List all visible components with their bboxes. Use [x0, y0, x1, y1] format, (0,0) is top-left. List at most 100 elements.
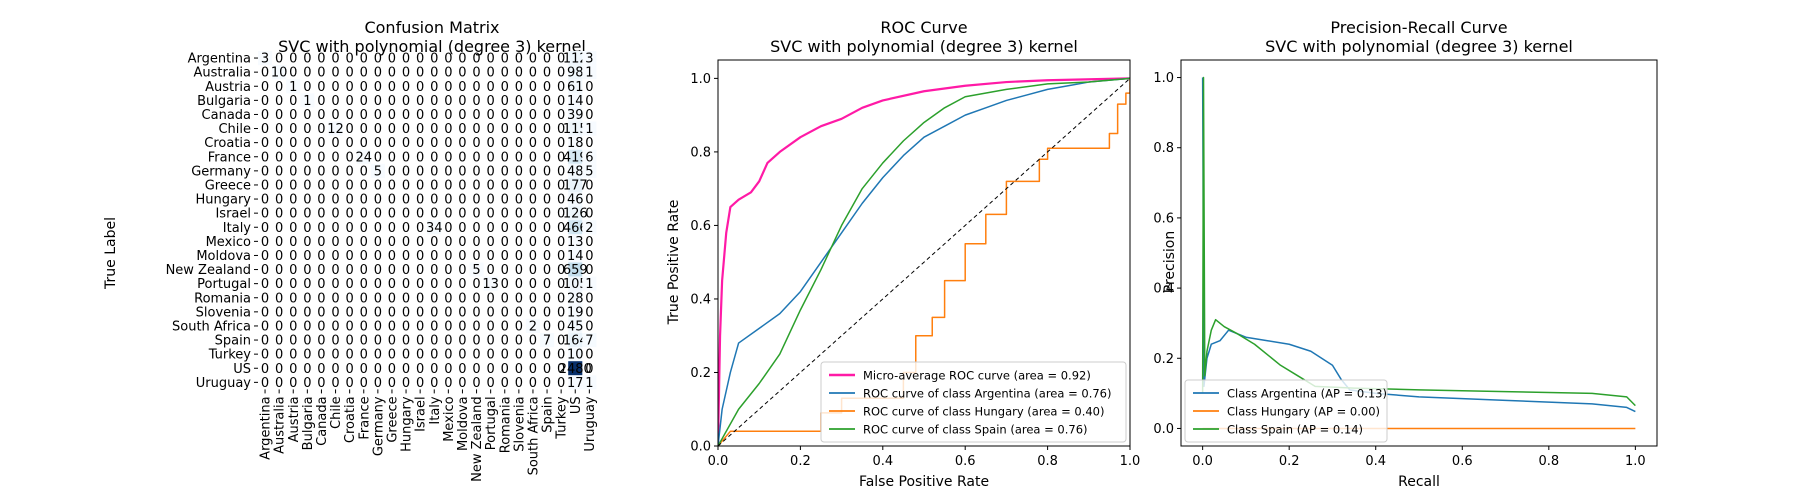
cm-cell: [582, 220, 597, 235]
cm-cell-value: 0: [289, 108, 297, 123]
cm-cell-value: 0: [529, 305, 537, 320]
cm-cell-value: 0: [275, 305, 283, 320]
cm-ytick-label: US: [233, 362, 251, 377]
cm-cell-value: 0: [317, 376, 325, 391]
cm-cell-value: 0: [402, 362, 410, 377]
cm-cell-value: 0: [360, 362, 368, 377]
cm-cell-value: 0: [487, 348, 495, 363]
cm-cell-value: 0: [487, 108, 495, 123]
cm-cell-value: 0: [402, 66, 410, 81]
cm-cell-value: 0: [444, 277, 452, 292]
pr-xtick-label: 0.6: [1452, 454, 1473, 469]
cm-cell-value: 0: [374, 249, 382, 264]
cm-cell-value: 0: [374, 319, 382, 334]
cm-cell-value: 0: [346, 291, 354, 306]
cm-cell-value: 0: [275, 263, 283, 278]
cm-ytick-label: Mexico: [206, 235, 251, 250]
cm-cell: [582, 51, 597, 66]
cm-cell-value: 0: [360, 52, 368, 67]
cm-cell-value: 0: [430, 277, 438, 292]
cm-cell-value: 0: [346, 305, 354, 320]
cm-cell-value: 0: [529, 193, 537, 208]
cm-cell: [356, 149, 371, 164]
cm-cell-value: 0: [458, 291, 466, 306]
cm-cell-value: 0: [303, 249, 311, 264]
cm-cell-value: 0: [557, 122, 565, 137]
cm-cell-value: 0: [416, 178, 424, 193]
cm-cell-value: 0: [501, 150, 509, 165]
cm-cell: [568, 375, 583, 390]
cm-cell-value: 0: [261, 362, 269, 377]
cm-cell-value: 0: [458, 305, 466, 320]
cm-cell-value: 0: [557, 376, 565, 391]
cm-cell-value: 0: [317, 178, 325, 193]
cm-cell-value: 0: [346, 193, 354, 208]
cm-cell-value: 0: [472, 362, 480, 377]
cm-cell-value: 0: [416, 193, 424, 208]
cm-cell-value: 0: [289, 193, 297, 208]
cm-cell-value: 0: [543, 178, 551, 193]
cm-cell-value: 0: [472, 52, 480, 67]
pr-series-group: [1201, 76, 1636, 430]
cm-cell-value: 0: [360, 277, 368, 292]
cm-cell-value: 0: [430, 291, 438, 306]
cm-cell-value: 0: [444, 249, 452, 264]
cm-cell-value: 0: [487, 362, 495, 377]
cm-cell-value: 7: [585, 334, 593, 349]
cm-cell-value: 0: [317, 52, 325, 67]
cm-cell-value: 0: [557, 193, 565, 208]
cm-cell-value: 0: [331, 263, 339, 278]
cm-cell-value: 0: [331, 52, 339, 67]
cm-cell-value: 0: [261, 305, 269, 320]
pr-series-line: [1201, 77, 1636, 413]
cm-cell-value: 0: [303, 66, 311, 81]
pr-ytick-label: 0.6: [1153, 211, 1174, 226]
pr-legend-label: Class Argentina (AP = 0.13): [1227, 387, 1387, 401]
cm-cell-value: 0: [374, 334, 382, 349]
cm-cell-value: 0: [346, 150, 354, 165]
cm-cell-value: 659: [563, 263, 588, 278]
pr-ytick-label: 0.0: [1153, 422, 1174, 437]
cm-cell-value: 0: [275, 164, 283, 179]
cm-cell-value: 0: [374, 376, 382, 391]
cm-cell-value: 0: [275, 193, 283, 208]
cm-cell-value: 0: [402, 178, 410, 193]
cm-xtick-label: Bulgaria: [301, 396, 316, 450]
cm-cell-value: 0: [402, 207, 410, 222]
cm-cell-value: 0: [430, 136, 438, 151]
cm-cell-value: 177: [563, 178, 588, 193]
cm-cell-value: 0: [346, 319, 354, 334]
cm-cell-value: 0: [501, 193, 509, 208]
cm-cell-value: 0: [346, 221, 354, 236]
cm-cell: [568, 206, 583, 221]
cm-cell-value: 0: [416, 136, 424, 151]
cm-cell-value: 0: [444, 164, 452, 179]
cm-cell-value: 0: [402, 319, 410, 334]
cm-cell: [568, 290, 583, 305]
cm-cell-value: 0: [346, 66, 354, 81]
cm-cell-value: 0: [557, 221, 565, 236]
cm-cell-value: 0: [261, 348, 269, 363]
cm-cell-value: 0: [416, 207, 424, 222]
cm-cell-value: 0: [472, 249, 480, 264]
cm-xtick-label: Uruguay: [583, 396, 598, 452]
cm-cell-value: 0: [388, 66, 396, 81]
cm-cell-value: 0: [529, 376, 537, 391]
cm-cell-value: 0: [529, 150, 537, 165]
cm-cell-value: 0: [261, 334, 269, 349]
cm-cell-value: 0: [360, 376, 368, 391]
cm-title: Confusion Matrix: [364, 18, 499, 37]
cm-cell: [568, 149, 583, 164]
cm-cell-value: 0: [388, 376, 396, 391]
cm-cell-value: 0: [275, 277, 283, 292]
cm-cell-value: 0: [303, 164, 311, 179]
cm-xtick-label: Canada: [315, 396, 330, 445]
cm-cell-value: 0: [388, 207, 396, 222]
cm-cell: [568, 135, 583, 150]
cm-cell-value: 0: [275, 80, 283, 95]
cm-cell-value: 0: [261, 66, 269, 81]
cm-cell-value: 0: [261, 193, 269, 208]
cm-cell-value: 0: [515, 221, 523, 236]
cm-cell-value: 0: [388, 178, 396, 193]
cm-cell-value: 0: [303, 362, 311, 377]
